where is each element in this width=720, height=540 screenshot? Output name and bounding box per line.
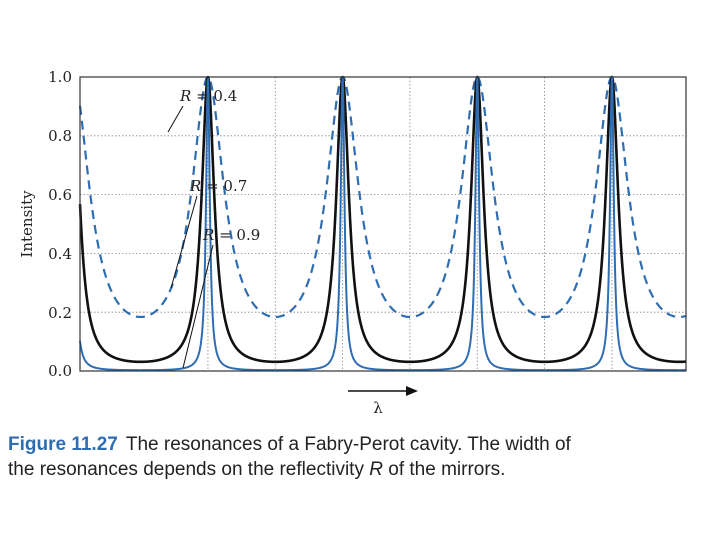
annotation-r04-pointer [167, 105, 184, 133]
x-axis-label: λ [373, 399, 383, 417]
caption-line-1: Figure 11.27 The resonances of a Fabry-Pe… [8, 432, 708, 457]
resonance-curves [78, 75, 687, 372]
series-line-r07 [78, 75, 687, 364]
y-tick-label: 0.6 [48, 186, 72, 204]
fabry-perot-chart: 0.0 0.2 0.4 0.6 0.8 1.0 Intensity λ R = … [18, 68, 687, 417]
caption-line-2: the resonances depends on the reflectivi… [8, 457, 708, 482]
annotation-r07: R = 0.7 [189, 177, 247, 195]
figure-caption: Figure 11.27 The resonances of a Fabry-Pe… [8, 432, 708, 482]
figure-number: Figure 11.27 [8, 434, 118, 455]
caption-var-r: R [369, 459, 383, 480]
caption-text-2a: the resonances depends on the reflectivi… [8, 459, 370, 480]
y-tick-label: 0.4 [48, 245, 72, 263]
caption-text-1: The resonances of a Fabry-Perot cavity. … [125, 434, 571, 455]
annotation-r09-pointer [182, 244, 214, 369]
y-tick-label: 0.0 [48, 362, 72, 380]
y-tick-label: 1.0 [48, 68, 72, 86]
annotation-r09: R = 0.9 [202, 226, 260, 244]
y-tick-label: 0.2 [48, 304, 72, 322]
plot-frame [79, 76, 687, 372]
grid-lines [80, 77, 686, 371]
y-axis-label: Intensity [18, 190, 36, 258]
annotation-r07-pointer [170, 195, 198, 289]
series-line-r09 [79, 76, 687, 372]
annotation-r04: R = 0.4 [179, 87, 237, 105]
y-tick-label: 0.8 [48, 127, 72, 145]
caption-text-2b: of the mirrors. [382, 459, 506, 480]
x-axis-arrowhead [406, 386, 418, 396]
series-line-r04 [78, 75, 687, 319]
